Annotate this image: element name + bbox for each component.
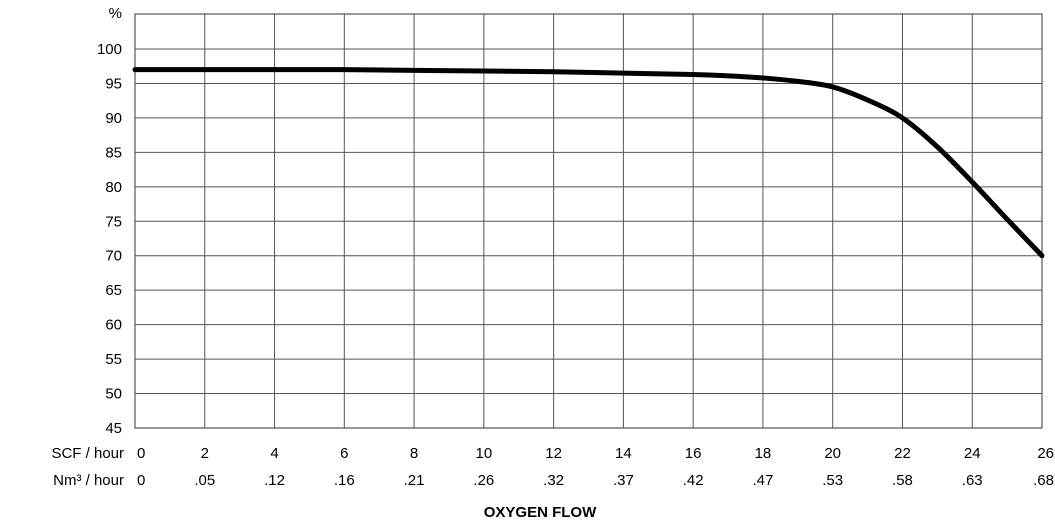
x-tick-label: 10 [476,445,493,462]
x-tick-label: 0 [137,445,145,462]
x-tick-label: .47 [752,472,773,489]
x-tick-label: 18 [755,445,772,462]
x-tick-label: 22 [894,445,911,462]
x-tick-label: .05 [194,472,215,489]
y-tick-label: 45 [105,420,122,437]
x-axis-title: OXYGEN FLOW [484,504,597,521]
y-tick-label: 55 [105,351,122,368]
y-tick-label: 100 [97,41,122,58]
y-tick-label: 75 [105,213,122,230]
y-tick-label: 80 [105,179,122,196]
x-tick-label: 0 [137,472,145,489]
x-row-unit-label: Nm³ / hour [53,472,124,489]
x-tick-label: 12 [545,445,562,462]
x-tick-label: .63 [962,472,983,489]
x-tick-label: .32 [543,472,564,489]
y-tick-label: 85 [105,144,122,161]
x-tick-label: 6 [340,445,348,462]
x-tick-label: .42 [683,472,704,489]
y-tick-label: 95 [105,75,122,92]
x-tick-label: 16 [685,445,702,462]
y-axis-label: % [109,5,122,22]
x-tick-label: 26 [1037,445,1054,462]
x-tick-label: .37 [613,472,634,489]
x-tick-label: .58 [892,472,913,489]
series-line [132,67,1045,259]
x-tick-label: 14 [615,445,632,462]
x-tick-label: 2 [201,445,209,462]
y-tick-label: 60 [105,317,122,334]
x-tick-label: .53 [822,472,843,489]
x-tick-label: 20 [824,445,841,462]
x-row-unit-label: SCF / hour [51,445,124,462]
y-tick-label: 65 [105,282,122,299]
y-tick-label: 50 [105,386,122,403]
y-tick-label: 70 [105,248,122,265]
x-tick-label: 24 [964,445,981,462]
x-tick-label: .16 [334,472,355,489]
x-tick-label: .12 [264,472,285,489]
y-axis-ticks: 100 95 90 85 80 75 70 65 60 55 50 45 [97,41,122,437]
x-tick-label: 4 [270,445,278,462]
x-tick-label: 8 [410,445,418,462]
x-tick-label: .68 [1033,472,1054,489]
grid [134,13,1043,429]
x-tick-label: .21 [404,472,425,489]
y-tick-label: 90 [105,110,122,127]
x-tick-label: .26 [473,472,494,489]
